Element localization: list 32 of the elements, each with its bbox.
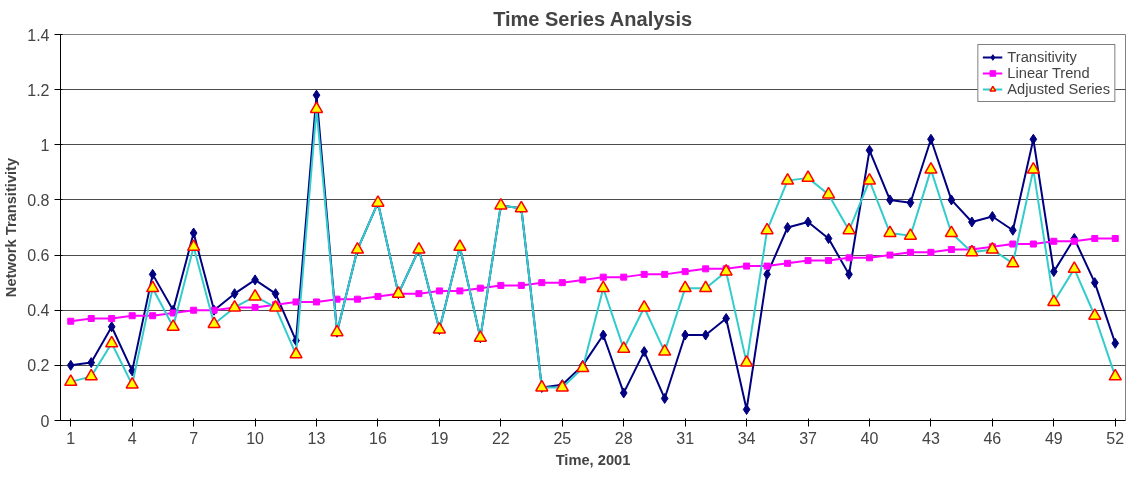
x-tick-label: 16 bbox=[369, 429, 387, 447]
x-tick-label: 19 bbox=[430, 429, 449, 447]
x-tick-label: 1 bbox=[66, 429, 76, 447]
x-tick-label: 34 bbox=[737, 429, 756, 447]
x-tick-label: 25 bbox=[553, 429, 572, 447]
y-tick-label: 1.2 bbox=[27, 81, 50, 99]
x-tick-label: 10 bbox=[246, 429, 265, 447]
x-tick-label: 49 bbox=[1044, 429, 1063, 447]
legend-label: Linear Trend bbox=[1007, 65, 1090, 81]
y-tick-label: 0.8 bbox=[27, 191, 50, 209]
y-tick-label: 0 bbox=[40, 412, 50, 430]
x-tick-label: 40 bbox=[860, 429, 879, 447]
x-tick-label: 13 bbox=[307, 429, 326, 447]
y-tick-label: 1 bbox=[40, 136, 50, 154]
x-tick-label: 31 bbox=[676, 429, 695, 447]
x-tick-label: 52 bbox=[1106, 429, 1125, 447]
y-axis-title: Network Transitivity bbox=[3, 157, 20, 298]
x-tick-label: 43 bbox=[922, 429, 940, 447]
x-tick-label: 28 bbox=[614, 429, 633, 447]
legend-label: Adjusted Series bbox=[1007, 81, 1110, 97]
x-tick-label: 37 bbox=[799, 429, 818, 447]
y-tick-label: 0.2 bbox=[27, 357, 50, 375]
y-tick-label: 1.4 bbox=[27, 26, 50, 44]
x-tick-label: 7 bbox=[189, 429, 199, 447]
x-tick-label: 46 bbox=[983, 429, 1002, 447]
chart-title: Time Series Analysis bbox=[493, 7, 693, 30]
x-tick-label: 4 bbox=[127, 429, 137, 447]
y-tick-label: 0.6 bbox=[27, 247, 50, 265]
legend-label: Transitivity bbox=[1007, 49, 1077, 65]
x-axis-title: Time, 2001 bbox=[555, 451, 631, 468]
y-tick-label: 0.4 bbox=[27, 302, 50, 320]
x-tick-label: 22 bbox=[491, 429, 510, 447]
